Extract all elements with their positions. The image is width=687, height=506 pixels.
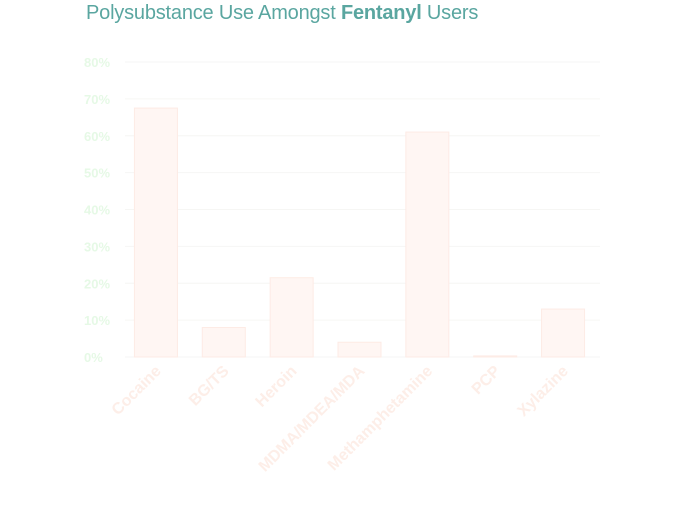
x-axis: Cocaine BG/TS HeroinMDMA/MDEA/MDAMethamphe…: [109, 362, 572, 475]
y-tick-label: 70%: [84, 92, 110, 107]
y-tick-label: 0%: [84, 350, 103, 365]
title-prefix: Polysubstance Use Amongst: [86, 2, 341, 24]
bar-methamphetamine: [405, 131, 450, 358]
y-tick-label: 40%: [84, 203, 110, 218]
bar-heroin: [269, 277, 314, 358]
gridlines: [125, 61, 600, 358]
bars: [133, 107, 586, 358]
y-tick-label: 60%: [84, 129, 110, 144]
y-tick-label: 30%: [84, 239, 110, 254]
bar-cocaine: [133, 107, 178, 358]
x-tick-label: PCP: [469, 363, 505, 399]
chart-title: Polysubstance Use Amongst Fentanyl Users: [86, 2, 478, 25]
title-suffix: Users: [421, 2, 479, 24]
y-tick-label: 80%: [84, 55, 110, 70]
bar-mdma-mdea-mda: [337, 341, 382, 358]
bar-bg-ts: [201, 327, 246, 358]
bar-xylazine: [541, 308, 586, 358]
x-tick-label: Heroin: [253, 363, 301, 411]
y-tick-label: 10%: [84, 313, 110, 328]
bar-pcp: [473, 355, 518, 358]
x-tick-label: BG/TS: [186, 363, 233, 410]
title-emphasis: Fentanyl: [340, 2, 422, 24]
y-axis: 0% 10% 20% 30% 40% 50% 60% 70% 80%: [84, 55, 110, 365]
y-tick-label: 20%: [84, 276, 110, 291]
x-tick-label: Xylazine: [515, 363, 572, 420]
x-tick-label: Cocaine: [109, 363, 165, 419]
y-tick-label: 50%: [84, 166, 110, 181]
